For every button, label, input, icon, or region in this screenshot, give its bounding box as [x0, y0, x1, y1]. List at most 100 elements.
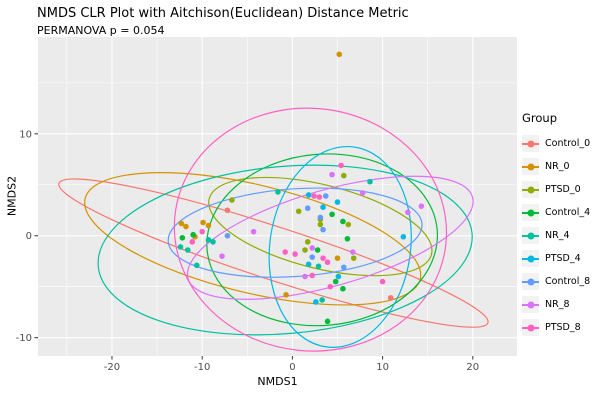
point-NR_4	[275, 189, 281, 195]
legend-key-icon	[522, 204, 539, 221]
legend-item-NR_8: NR_8	[522, 293, 590, 316]
point-PTSD_4	[305, 261, 312, 268]
legend-item-Control_0: Control_0	[522, 132, 590, 155]
legend-label: Control_4	[545, 207, 591, 218]
legend-label: PTSD_4	[545, 253, 581, 264]
point-NR_0	[178, 220, 185, 227]
y-tick-label: -10	[16, 333, 32, 344]
ellipse-Control_0	[58, 178, 489, 328]
legend-key-icon	[522, 296, 539, 313]
point-NR_8	[418, 203, 425, 209]
point-Control_8	[304, 205, 311, 212]
point-PTSD_0	[350, 255, 357, 261]
point-NR_4	[205, 237, 212, 243]
y-axis-title: NMDS2	[5, 175, 19, 217]
point-PTSD_8	[379, 278, 386, 285]
ellipse-Control_4	[206, 153, 439, 327]
legend-items: Control_0 NR_0 PTSD_0 Control_4 NR_4 PTSD_4 Co…	[522, 132, 590, 339]
point-PTSD_0	[295, 208, 302, 215]
legend-key-icon	[522, 181, 539, 198]
legend-key-icon	[522, 158, 539, 175]
x-tick-label: 0	[289, 362, 295, 373]
ellipse-NR_4	[97, 164, 473, 336]
point-NR_4	[210, 239, 216, 245]
legend-label: NR_8	[545, 299, 570, 310]
point-NR_8	[405, 209, 411, 216]
point-NR_4	[319, 297, 325, 303]
x-tick-label: -20	[104, 362, 120, 373]
point-PTSD_4	[305, 192, 312, 198]
point-PTSD_4	[400, 233, 407, 240]
point-Control_4	[324, 318, 331, 325]
legend-label: NR_4	[545, 230, 570, 241]
x-tick-label: 20	[466, 362, 479, 373]
legend-label: PTSD_0	[545, 184, 581, 195]
legend: Group Control_0 NR_0 PTSD_0 Control_4 NR_4 PT…	[522, 111, 590, 339]
ellipse-NR_0	[84, 172, 422, 306]
legend-title: Group	[522, 111, 558, 125]
point-NR_0	[283, 292, 289, 298]
point-Control_8	[320, 226, 326, 233]
point-Control_8	[309, 254, 316, 260]
point-PTSD_4	[334, 199, 341, 205]
point-NR_8	[350, 249, 356, 255]
point-PTSD_4	[320, 204, 326, 211]
point-PTSD_8	[316, 194, 323, 200]
point-NR_4	[177, 244, 184, 250]
point-PTSD_8	[292, 251, 298, 257]
point-NR_8	[219, 253, 225, 259]
point-NR_0	[183, 223, 189, 230]
point-NR_8	[329, 171, 335, 178]
point-Control_4	[190, 231, 196, 238]
x-axis-title: NMDS1	[257, 375, 298, 388]
ellipse-Control_8	[167, 187, 423, 278]
point-PTSD_8	[338, 162, 344, 169]
legend-label: PTSD_8	[545, 322, 581, 333]
plot-title: NMDS CLR Plot with Aitchison(Euclidean) …	[37, 6, 409, 21]
point-NR_4	[315, 263, 322, 270]
point-PTSD_0	[302, 247, 308, 253]
point-PTSD_8	[282, 249, 288, 255]
point-PTSD_8	[309, 272, 316, 279]
point-NR_8	[309, 245, 316, 251]
point-Control_4	[314, 247, 321, 253]
point-PTSD_8	[320, 255, 326, 261]
legend-item-PTSD_8: PTSD_8	[522, 316, 590, 339]
legend-item-Control_4: Control_4	[522, 201, 590, 224]
legend-item-NR_0: NR_0	[522, 155, 590, 178]
point-NR_0	[205, 222, 212, 229]
legend-item-PTSD_4: PTSD_4	[522, 247, 590, 270]
point-PTSD_0	[345, 221, 352, 228]
ellipse-NR_8	[186, 175, 474, 300]
point-PTSD_8	[189, 239, 196, 245]
legend-label: Control_8	[545, 276, 591, 287]
legend-key-icon	[522, 227, 539, 244]
x-tick-label: -10	[194, 362, 210, 373]
point-PTSD_0	[317, 221, 324, 228]
point-Control_8	[341, 264, 347, 271]
point-PTSD_0	[341, 172, 347, 179]
legend-key-icon	[522, 135, 539, 152]
point-NR_8	[302, 273, 308, 280]
point-Control_4	[340, 218, 346, 225]
legend-label: Control_0	[545, 138, 591, 149]
point-Control_0	[224, 207, 231, 214]
point-Control_4	[340, 285, 346, 292]
point-Control_8	[224, 232, 231, 239]
point-NR_0	[200, 219, 206, 226]
point-NR_4	[193, 262, 200, 269]
legend-label: NR_0	[545, 161, 570, 172]
point-Control_4	[179, 234, 186, 241]
point-Control_4	[329, 211, 335, 218]
plot-panel	[38, 37, 517, 356]
point-NR_0	[334, 255, 341, 261]
point-PTSD_8	[199, 228, 205, 235]
plot-subtitle: PERMANOVA p = 0.054	[37, 24, 165, 37]
point-PTSD_0	[229, 197, 235, 203]
point-PTSD_4	[313, 299, 319, 305]
legend-item-Control_8: Control_8	[522, 270, 590, 293]
point-PTSD_4	[335, 273, 342, 280]
point-PTSD_8	[324, 259, 331, 266]
